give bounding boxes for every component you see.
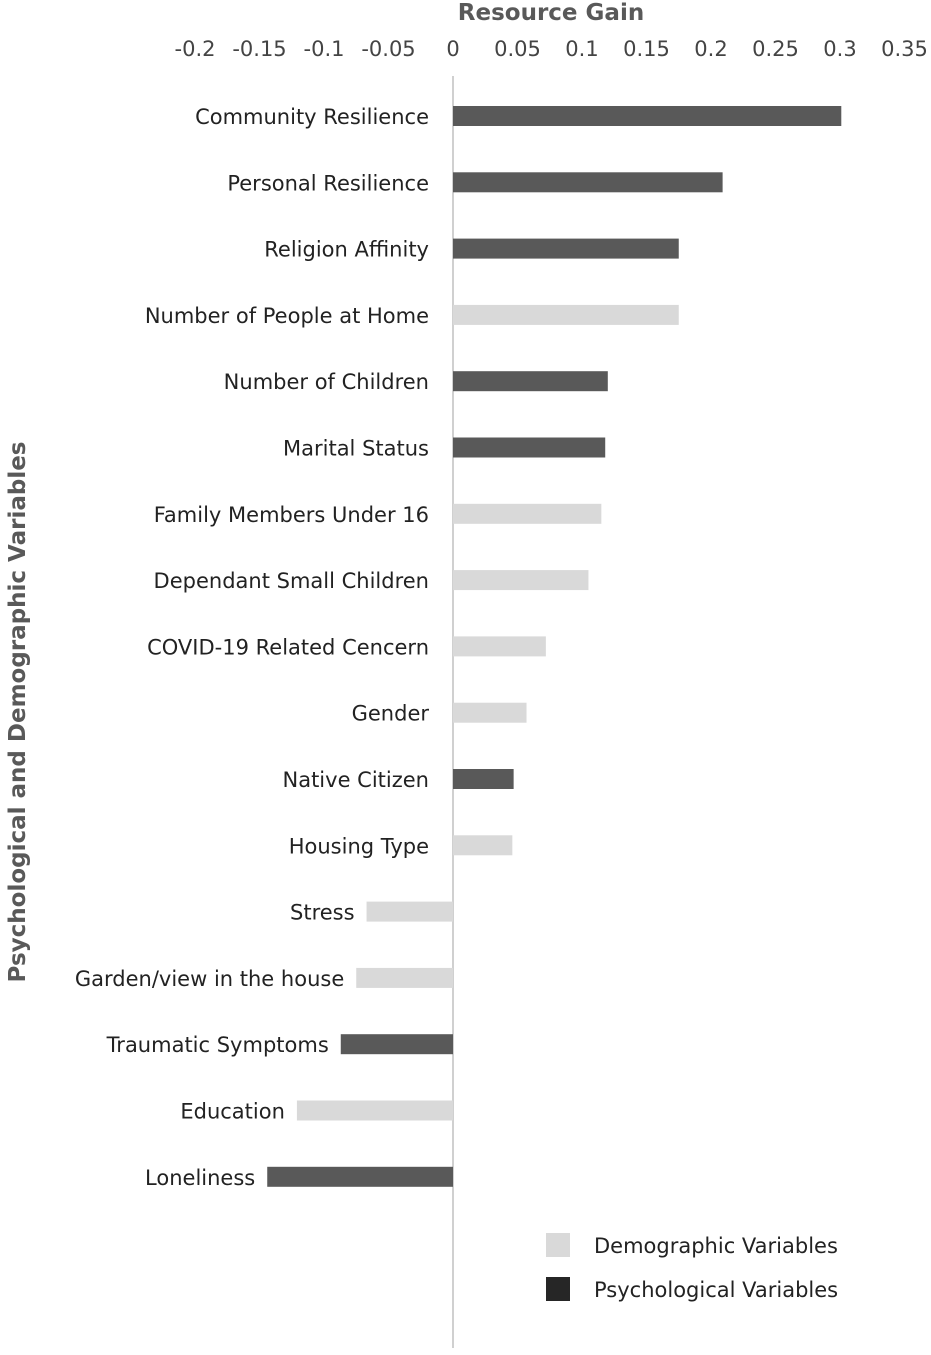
bar-number-of-children bbox=[453, 371, 608, 392]
x-tick-label: -0.2 bbox=[175, 37, 216, 61]
bar-garden-view-in-the-house bbox=[356, 967, 453, 988]
x-tick-label: 0 bbox=[446, 37, 459, 61]
x-tick-label: 0.35 bbox=[881, 37, 928, 61]
category-label: Gender bbox=[352, 702, 430, 726]
bar-loneliness bbox=[267, 1166, 453, 1187]
category-label: Education bbox=[180, 1100, 285, 1124]
bar-dependant-small-children bbox=[453, 570, 589, 591]
x-tick-label: 0.25 bbox=[752, 37, 799, 61]
bar-gender bbox=[453, 702, 527, 723]
category-label: Religion Affinity bbox=[264, 238, 429, 262]
category-label: Family Members Under 16 bbox=[154, 503, 429, 527]
bar-housing-type bbox=[453, 835, 513, 856]
category-label: Garden/view in the house bbox=[75, 967, 344, 991]
bar-family-members-under-16 bbox=[453, 503, 602, 524]
bar-covid-19-related-cencern bbox=[453, 636, 546, 657]
x-tick-label: -0.05 bbox=[361, 37, 415, 61]
bar-stress bbox=[366, 901, 453, 922]
bar-religion-affinity bbox=[453, 238, 679, 259]
bar-number-of-people-at-home bbox=[453, 304, 679, 325]
bar-education bbox=[296, 1100, 453, 1121]
category-label: Native Citizen bbox=[283, 768, 430, 792]
category-label: Loneliness bbox=[145, 1166, 255, 1190]
x-tick-label: -0.15 bbox=[232, 37, 286, 61]
x-tick-label: 0.2 bbox=[694, 37, 727, 61]
legend: Demographic Variables Psychological Varia… bbox=[546, 1233, 838, 1302]
x-tick-label: 0.1 bbox=[565, 37, 598, 61]
x-tick-label: 0.15 bbox=[623, 37, 670, 61]
bar-native-citizen bbox=[453, 769, 514, 789]
category-label: Housing Type bbox=[289, 834, 429, 858]
category-label: Stress bbox=[290, 901, 355, 925]
bar-community-resilience bbox=[453, 106, 842, 126]
bar-personal-resilience bbox=[453, 172, 723, 193]
category-label: Dependant Small Children bbox=[154, 569, 429, 593]
x-tick-label: 0.3 bbox=[823, 37, 856, 61]
legend-swatch bbox=[546, 1233, 570, 1257]
bar-traumatic-symptoms bbox=[340, 1034, 453, 1055]
category-label: Community Resilience bbox=[195, 105, 429, 129]
category-label: Number of People at Home bbox=[145, 304, 429, 328]
category-label: COVID-19 Related Cencern bbox=[147, 635, 429, 659]
x-tick-label: -0.1 bbox=[304, 37, 345, 61]
x-tick-label: 0.05 bbox=[494, 37, 541, 61]
bar-marital-status bbox=[453, 437, 606, 458]
legend-swatch bbox=[546, 1277, 570, 1301]
category-label: Personal Resilience bbox=[227, 171, 429, 195]
legend-label: Psychological Variables bbox=[594, 1278, 838, 1302]
bars-group bbox=[267, 106, 842, 1187]
category-label: Number of Children bbox=[224, 370, 429, 394]
y-axis-title: Psychological and Demographic Variables bbox=[5, 442, 31, 983]
x-axis-title: Resource Gain bbox=[458, 0, 644, 26]
legend-label: Demographic Variables bbox=[594, 1234, 838, 1258]
category-label: Traumatic Symptoms bbox=[106, 1033, 329, 1057]
category-label: Marital Status bbox=[283, 437, 429, 461]
category-labels: Community Resilience Personal Resilience R… bbox=[75, 105, 429, 1190]
x-tick-labels: -0.2 -0.15 -0.1 -0.05 0 0.05 0.1 0.15 0.2 0.25 0.3… bbox=[175, 37, 928, 61]
